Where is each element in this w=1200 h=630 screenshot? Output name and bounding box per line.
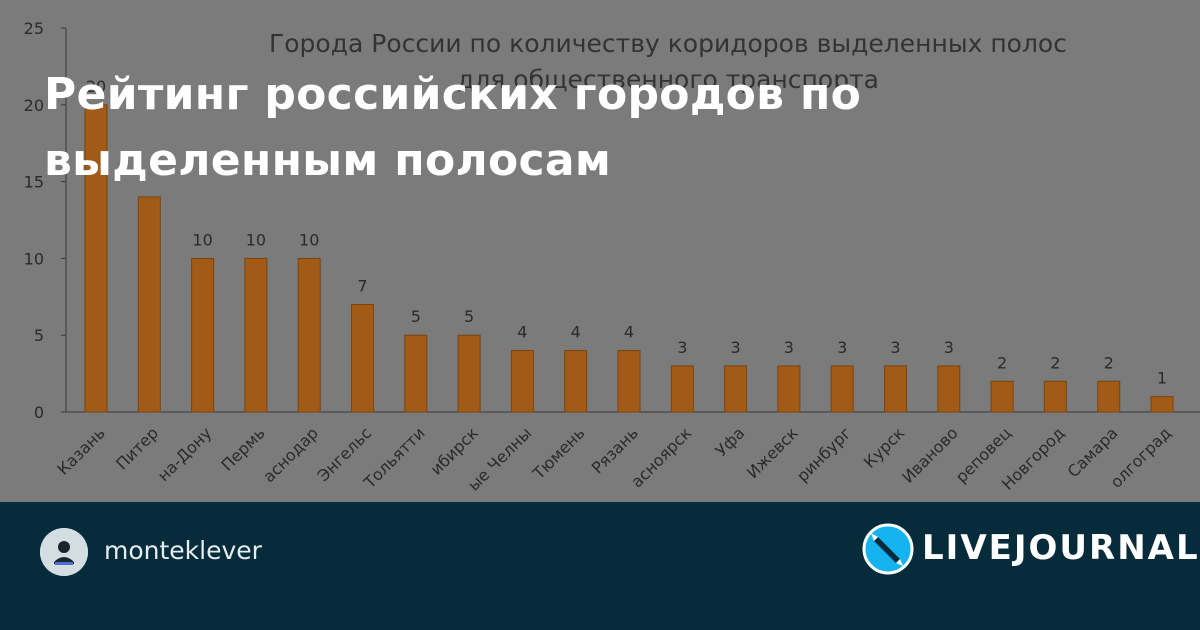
data-label-15: 3 [890,338,900,357]
y-tick-label: 25 [24,19,44,38]
bar-13 [777,365,801,413]
y-tick-label: 0 [34,403,44,422]
data-label-5: 7 [357,276,367,295]
user-avatar-icon[interactable] [40,528,88,576]
y-tick-label: 20 [24,96,44,115]
category-label-14: ринбург [793,423,855,485]
bar-1 [137,196,161,413]
data-label-20: 1 [1157,369,1167,388]
data-label-18: 2 [1050,353,1060,372]
bar-4 [297,257,321,413]
bar-0 [84,104,108,413]
data-label-7: 5 [464,307,474,326]
livejournal-pencil-icon[interactable] [862,523,914,575]
bar-9 [564,350,588,413]
author-username[interactable]: monteklever [104,536,262,565]
bar-10 [617,350,641,413]
category-label-10: Рязань [588,423,642,477]
bar-18 [1043,380,1067,413]
footer-bar [0,502,1200,630]
bar-3 [244,257,268,413]
y-tick-label: 15 [24,173,44,192]
data-label-0: 20 [86,77,106,96]
bar-15 [884,365,907,413]
data-label-11: 3 [677,338,687,357]
y-axis-ticks: 0 5 10 15 20 25 [24,19,66,422]
bars [84,104,1174,413]
post-headline[interactable]: Рейтинг российских городов по выделенным… [44,69,862,186]
data-labels: 20 10 10 10 7 5 5 4 4 4 3 3 3 3 3 3 2 2 2 1 [86,77,1167,388]
chart-title: Города России по количеству коридоров вы… [269,29,1067,94]
bar-chart: Города России по количеству коридоров вы… [24,19,1200,495]
bar-8 [510,350,534,413]
category-label-3: Пермь [217,423,268,474]
data-label-9: 4 [571,323,581,342]
category-label-16: Иваново [898,423,961,486]
category-label-9: Тюмень [528,423,588,483]
data-label-3: 10 [246,230,266,249]
category-label-1: Питер [112,423,162,473]
category-label-2: на-Дону [154,423,216,485]
bar-5 [351,303,374,413]
data-label-12: 3 [731,338,741,357]
data-label-4: 10 [299,230,319,249]
category-label-4: аснодар [259,423,322,486]
chart-title-line-2: для общественного транспорта [457,65,879,94]
data-label-6: 5 [411,307,421,326]
data-label-10: 4 [624,323,634,342]
bar-17 [990,380,1014,413]
category-label-12: Уфа [711,423,748,460]
category-label-15: Курск [860,423,909,472]
livejournal-wordmark[interactable]: LIVEJOURNAL [922,528,1200,568]
bar-20 [1150,396,1174,413]
data-label-17: 2 [997,353,1007,372]
chart-area: Города России по количеству коридоров вы… [23,19,1200,495]
bar-6 [404,334,428,413]
data-label-16: 3 [944,338,954,357]
y-tick-label: 10 [24,249,44,268]
bar-14 [830,365,854,413]
bar-11 [670,365,694,413]
data-label-19: 2 [1104,353,1114,372]
data-label-13: 3 [784,338,794,357]
bar-2 [191,257,215,413]
data-label-14: 3 [837,338,847,357]
category-label-0: Казань [53,423,108,478]
bar-16 [937,365,961,413]
bar-7 [457,334,481,413]
data-label-2: 10 [192,230,212,249]
bar-19 [1097,380,1121,413]
bar-12 [724,365,748,413]
y-tick-label: 5 [34,326,44,345]
data-label-8: 4 [517,323,527,342]
chart-title-line-1: Города России по количеству коридоров вы… [269,29,1067,58]
